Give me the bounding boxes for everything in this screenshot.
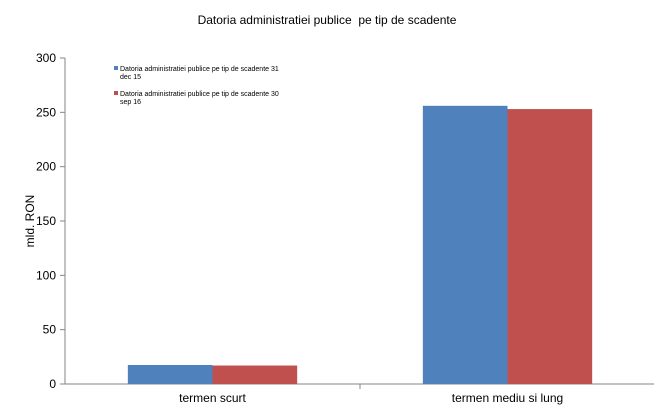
legend-label: dec 15 bbox=[120, 74, 141, 81]
y-tick-label: 0 bbox=[49, 377, 56, 391]
legend-label: sep 16 bbox=[120, 99, 141, 106]
bar bbox=[212, 365, 298, 384]
category-labels-group: termen scurt termen mediu si lung bbox=[179, 384, 563, 405]
bars-group bbox=[127, 105, 593, 385]
y-axis-title: mld. RON bbox=[23, 195, 37, 248]
y-tick-label: 200 bbox=[36, 160, 56, 174]
y-tick-label: 100 bbox=[36, 268, 56, 282]
bar bbox=[127, 364, 213, 384]
legend-label: Datoria administratiei publice pe tip de… bbox=[120, 66, 279, 73]
legend: Datoria administratiei publice pe tip de… bbox=[114, 66, 279, 106]
y-tick-label: 150 bbox=[36, 214, 56, 228]
chart-title: Datoria administratiei publice pe tip de… bbox=[197, 13, 457, 27]
y-tick-label: 250 bbox=[36, 105, 56, 119]
x-category-label: termen scurt bbox=[179, 391, 246, 405]
y-ticks-group: 0 50 100 150 200 250 300 bbox=[36, 51, 65, 391]
bar bbox=[507, 109, 593, 384]
x-category-label: termen mediu si lung bbox=[452, 391, 563, 405]
legend-label: Datoria administratiei publice pe tip de… bbox=[120, 91, 279, 98]
legend-swatch bbox=[114, 66, 118, 70]
y-tick-label: 50 bbox=[43, 323, 57, 337]
y-tick-label: 300 bbox=[36, 51, 56, 65]
legend-swatch bbox=[114, 91, 118, 95]
bar bbox=[422, 105, 508, 385]
